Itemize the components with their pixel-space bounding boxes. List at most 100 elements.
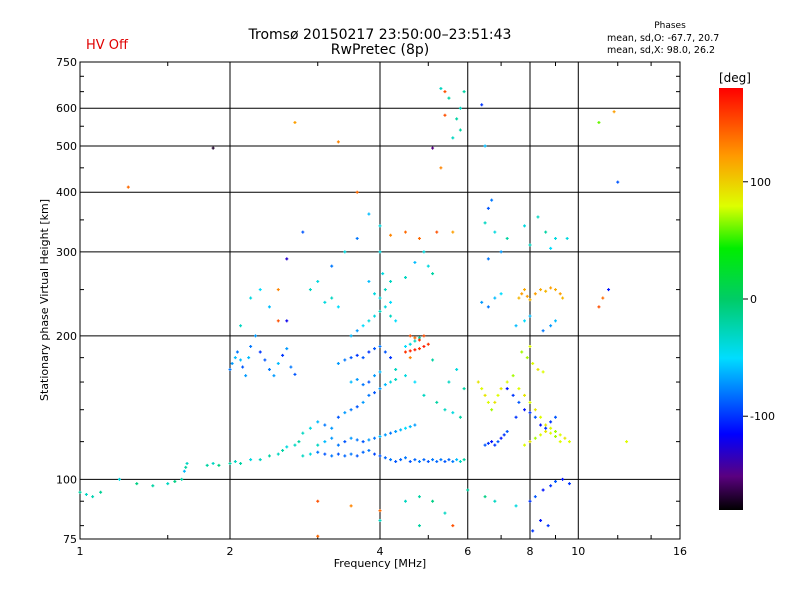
data-point — [422, 344, 426, 348]
data-point — [480, 387, 484, 391]
data-point — [239, 461, 243, 465]
data-point — [301, 230, 305, 234]
x-tick-label: 4 — [377, 545, 384, 558]
data-point — [408, 460, 412, 464]
data-point — [336, 452, 340, 456]
data-point — [567, 482, 571, 486]
data-point — [373, 436, 377, 440]
chart-title-line2: RwPretec (8p) — [330, 42, 430, 58]
data-point — [417, 236, 421, 240]
data-point — [184, 465, 188, 469]
data-point — [422, 250, 426, 254]
data-point — [211, 461, 215, 465]
data-point — [553, 430, 557, 434]
data-point — [336, 415, 340, 419]
data-point — [272, 374, 276, 378]
data-point — [443, 460, 447, 464]
data-point — [323, 440, 327, 444]
data-point — [383, 288, 387, 292]
data-point — [549, 484, 553, 488]
data-point — [330, 264, 334, 268]
data-point — [480, 300, 484, 304]
data-point — [399, 428, 403, 432]
data-point — [413, 423, 417, 427]
data-point — [228, 367, 232, 371]
data-point — [493, 400, 497, 404]
data-point — [493, 230, 497, 234]
data-point — [349, 380, 353, 384]
data-point — [173, 479, 177, 483]
data-point — [413, 458, 417, 462]
data-point — [394, 430, 398, 434]
data-point — [528, 411, 532, 415]
data-point — [330, 436, 334, 440]
data-point — [343, 411, 347, 415]
data-point — [241, 365, 245, 369]
data-point — [466, 488, 470, 492]
data-point — [490, 198, 494, 202]
data-point — [403, 350, 407, 354]
data-point — [486, 257, 490, 261]
data-point — [544, 423, 548, 427]
data-point — [563, 436, 567, 440]
data-point — [539, 423, 543, 427]
data-point — [528, 344, 532, 348]
data-point — [258, 458, 262, 462]
data-point — [378, 509, 382, 513]
data-point — [355, 405, 359, 409]
data-point — [483, 443, 487, 447]
data-point — [546, 524, 550, 528]
data-point — [378, 387, 382, 391]
data-point — [166, 482, 170, 486]
phases-x-stats: mean, sd,X: 98.0, 26.2 — [607, 45, 716, 56]
data-point — [511, 374, 515, 378]
data-point — [486, 441, 490, 445]
data-point — [182, 469, 186, 473]
data-point — [435, 400, 439, 404]
x-tick-label: 10 — [571, 545, 585, 558]
data-points — [78, 86, 629, 538]
data-point — [451, 230, 455, 234]
data-point — [455, 458, 459, 462]
data-point — [349, 356, 353, 360]
data-point — [293, 372, 297, 376]
data-point — [486, 400, 490, 404]
data-point — [413, 260, 417, 264]
data-point — [117, 477, 121, 481]
data-point — [389, 431, 393, 435]
data-point — [523, 319, 527, 323]
data-point — [316, 450, 320, 454]
data-point — [539, 433, 543, 437]
data-point — [355, 438, 359, 442]
data-point — [408, 425, 412, 429]
data-point — [502, 433, 506, 437]
data-point — [249, 344, 253, 348]
data-point — [151, 484, 155, 488]
x-tick-label: 6 — [464, 545, 471, 558]
data-point — [336, 305, 340, 309]
data-point — [336, 443, 340, 447]
data-point — [301, 431, 305, 435]
data-point — [447, 380, 451, 384]
data-point — [523, 288, 527, 292]
x-tick-label: 16 — [673, 545, 687, 558]
data-point — [458, 460, 462, 464]
data-point — [235, 350, 239, 354]
data-point — [462, 90, 466, 94]
data-point — [389, 300, 393, 304]
data-point — [361, 356, 365, 360]
data-point — [249, 296, 253, 300]
data-point — [541, 370, 545, 374]
data-point — [549, 286, 553, 290]
data-point — [247, 356, 251, 360]
data-point — [389, 380, 393, 384]
data-point — [544, 289, 548, 293]
x-axis-label: Frequency [MHz] — [334, 557, 426, 570]
data-point — [367, 393, 371, 397]
data-point — [355, 329, 359, 333]
data-point — [422, 334, 426, 338]
data-point — [349, 452, 353, 456]
data-point — [378, 454, 382, 458]
data-point — [443, 113, 447, 117]
